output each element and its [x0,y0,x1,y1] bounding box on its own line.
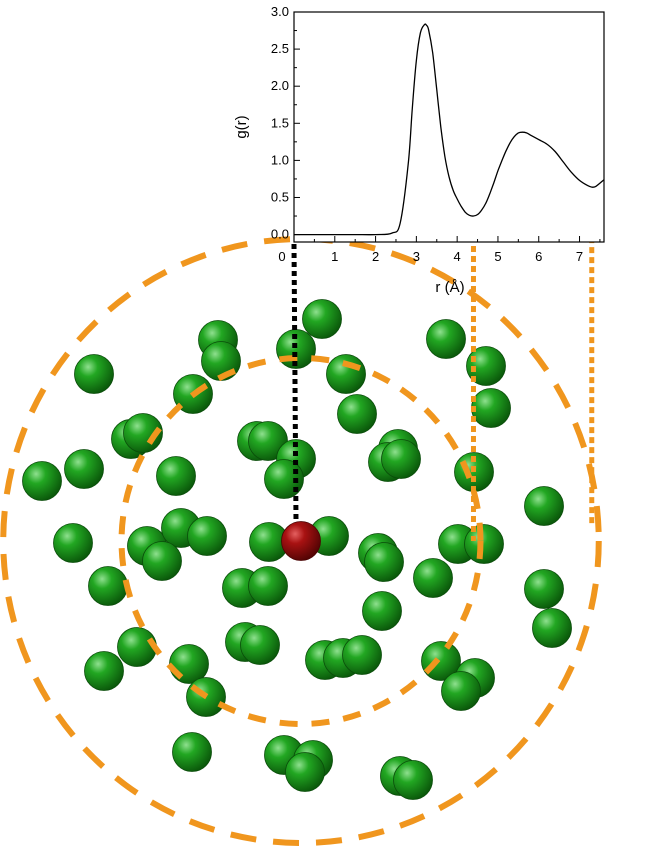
rdf-plot: 0.0 0.5 1.0 1.5 2.0 2.5 3.0 0 1 2 3 4 5 6 7 g(r) r (Å… [233,4,605,296]
x-axis-title: r (Å) [435,279,464,296]
atom [426,319,466,359]
x-tick-label: 2 [372,249,379,264]
atom [413,558,453,598]
x-tick-label: 1 [331,249,338,264]
y-tick-label: 0.5 [271,189,289,204]
y-tick-label: 0.0 [271,227,289,242]
atom [285,752,325,792]
atom [248,421,288,461]
atom [142,541,182,581]
y-axis-title: g(r) [233,115,250,138]
coordination-shells [0,236,602,846]
plot-frame [293,11,605,243]
y-tick-label: 2.5 [271,41,289,56]
atom [362,591,402,631]
atom [84,651,124,691]
second-shell [0,236,602,846]
atom [74,354,114,394]
atom [532,608,572,648]
y-axis-ticks: 0.0 0.5 1.0 1.5 2.0 2.5 3.0 [271,4,300,242]
atom [337,394,377,434]
x-tick-label: 5 [494,249,501,264]
atom [466,346,506,386]
atom [53,523,93,563]
y-tick-label: 3.0 [271,4,289,19]
atom [187,516,227,556]
atom [117,627,157,667]
y-tick-label: 1.5 [271,115,289,130]
x-tick-label: 7 [576,249,583,264]
guide-lines [291,187,595,541]
y-tick-label: 1.0 [271,152,289,167]
atom [156,456,196,496]
atom [240,625,280,665]
atom [464,524,504,564]
atom [393,760,433,800]
atom [441,671,481,711]
atom [248,566,288,606]
x-tick-label: 0 [278,249,285,264]
origin-guide-line [291,243,299,522]
atom [64,449,104,489]
atom [172,732,212,772]
center-atom-group [281,521,321,561]
atom [302,299,342,339]
gr-curve [294,23,605,236]
center-atom [281,521,321,561]
atom [326,354,366,394]
plot-background [294,12,604,242]
atom [22,461,62,501]
atom [381,439,421,479]
atom [524,486,564,526]
atom [88,566,128,606]
x-tick-label: 6 [535,249,542,264]
atom [342,635,382,675]
atom [364,542,404,582]
x-axis-ticks: 0 1 2 3 4 5 6 7 [278,236,601,264]
x-tick-label: 3 [413,249,420,264]
y-tick-label: 2.0 [271,78,289,93]
first-shell [118,355,484,727]
x-tick-label: 4 [454,249,461,264]
atom [471,388,511,428]
atom [524,569,564,609]
